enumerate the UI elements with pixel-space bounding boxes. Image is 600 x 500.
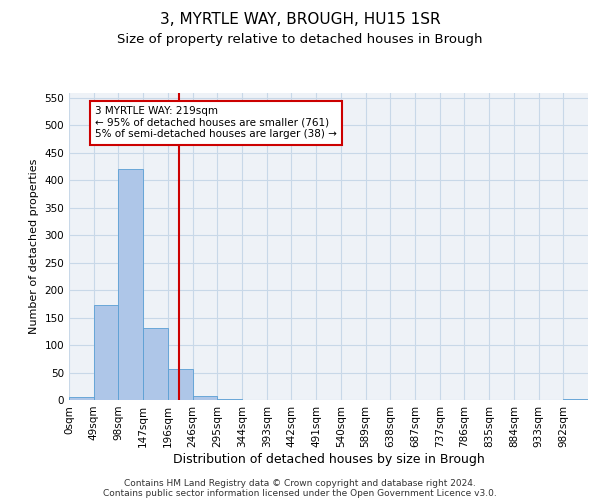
Text: Size of property relative to detached houses in Brough: Size of property relative to detached ho…	[117, 32, 483, 46]
Bar	[94, 305, 118, 400]
Bar	[193, 396, 217, 400]
Bar	[168, 368, 193, 400]
Text: 3, MYRTLE WAY, BROUGH, HU15 1SR: 3, MYRTLE WAY, BROUGH, HU15 1SR	[160, 12, 440, 28]
Bar	[69, 398, 94, 400]
X-axis label: Distribution of detached houses by size in Brough: Distribution of detached houses by size …	[173, 452, 484, 466]
Bar	[118, 170, 143, 400]
Y-axis label: Number of detached properties: Number of detached properties	[29, 158, 39, 334]
Text: 3 MYRTLE WAY: 219sqm
← 95% of detached houses are smaller (761)
5% of semi-detac: 3 MYRTLE WAY: 219sqm ← 95% of detached h…	[95, 106, 337, 140]
Text: Contains public sector information licensed under the Open Government Licence v3: Contains public sector information licen…	[103, 488, 497, 498]
Text: Contains HM Land Registry data © Crown copyright and database right 2024.: Contains HM Land Registry data © Crown c…	[124, 478, 476, 488]
Bar	[143, 328, 168, 400]
